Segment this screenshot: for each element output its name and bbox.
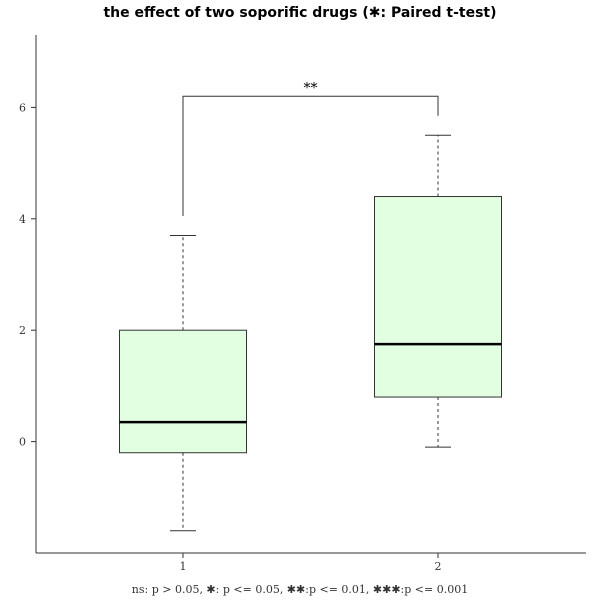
bracket-line	[182, 95, 439, 217]
y-axis: 0 2 4 6	[19, 35, 37, 553]
iqr-box	[119, 329, 247, 454]
chart-title: the effect of two soporific drugs (✱: Pa…	[103, 5, 496, 21]
caption: ns: p > 0.05, ✱: p <= 0.05, ✱✱:p <= 0.01…	[132, 583, 468, 596]
x-tick-label: 1	[180, 560, 187, 573]
box-2	[374, 134, 502, 448]
y-tick-label: 2	[19, 324, 26, 337]
y-tick-label: 4	[19, 213, 26, 226]
y-tick-label: 6	[19, 101, 26, 114]
y-tick-label: 0	[19, 436, 26, 449]
significance-label: **	[304, 80, 318, 96]
box-1	[119, 235, 247, 532]
x-tick-label: 2	[435, 560, 442, 573]
boxes-group	[119, 134, 502, 532]
iqr-box	[374, 196, 502, 398]
significance-bracket: **	[182, 80, 439, 217]
